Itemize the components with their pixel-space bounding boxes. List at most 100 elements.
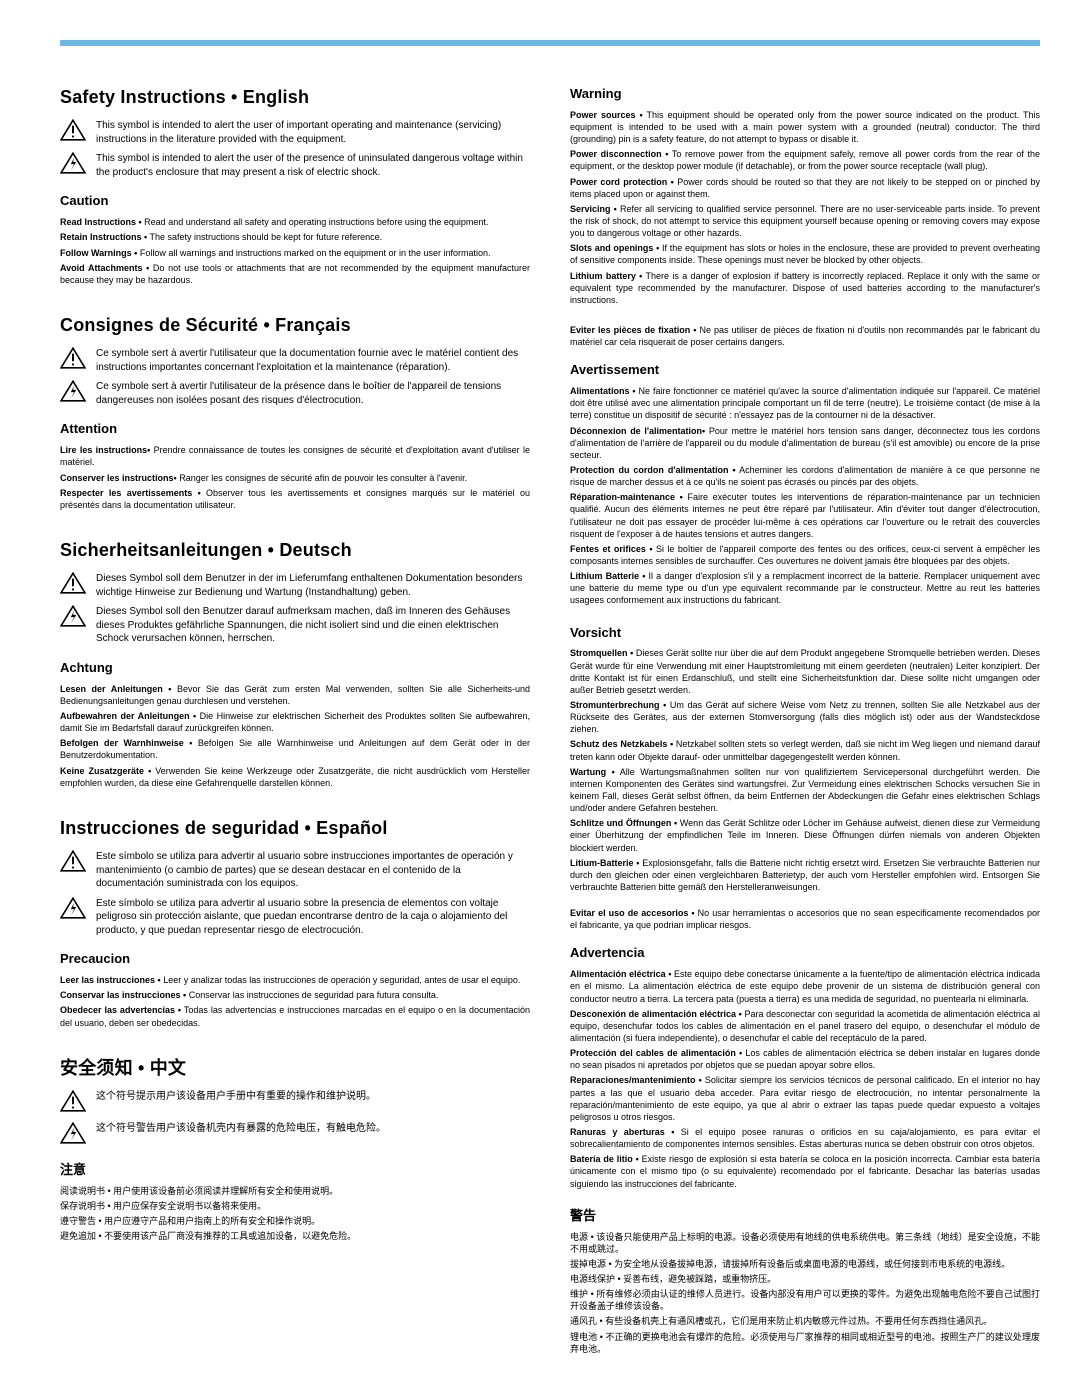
warning-item: Servicing • Refer all servicing to quali… <box>570 203 1040 239</box>
caution-item: 阅读说明书 • 用户使用该设备前必须阅读并理解所有安全和使用说明。 <box>60 1185 530 1197</box>
left-column: Safety Instructions • English This symbo… <box>60 86 530 1358</box>
caution-item: Avoid Attachments • Do not use tools or … <box>60 262 530 286</box>
warning-item: Desconexión de alimentación eléctrica • … <box>570 1008 1040 1044</box>
symbol-row-alert: This symbol is intended to alert the use… <box>60 119 530 146</box>
symbol-alert-text: Ce symbole sert à avertir l'utilisateur … <box>96 347 530 374</box>
warning-item: Wartung • Alle Wartungsmaßnahmen sollten… <box>570 766 1040 815</box>
caution-item: Lire les instructions• Prendre connaissa… <box>60 444 530 468</box>
warning-item: Fentes et orifices • Si le boîtier de l'… <box>570 543 1040 567</box>
warning-item: Litium-Batterie • Explosionsgefahr, fall… <box>570 857 1040 893</box>
symbol-alert-text: This symbol is intended to alert the use… <box>96 119 530 146</box>
heading-caution-zh: 注意 <box>60 1162 530 1179</box>
heading-vorsicht-de: Vorsicht <box>570 625 1040 642</box>
top-accent-bar <box>60 40 1040 46</box>
symbol-row-alert: Dieses Symbol soll dem Benutzer in der i… <box>60 572 530 599</box>
warning-item: Réparation-maintenance • Faire exécuter … <box>570 491 1040 540</box>
symbol-shock-text: 这个符号警告用户该设备机壳内有暴露的危险电压，有触电危险。 <box>96 1122 530 1136</box>
caution-item: Conserver les instructions• Ranger les c… <box>60 472 530 484</box>
symbol-shock-text: Este símbolo se utiliza para advertir al… <box>96 897 530 938</box>
caution-item: 遵守警告 • 用户应遵守产品和用户指南上的所有安全和操作说明。 <box>60 1215 530 1227</box>
heading-achtung-de: Achtung <box>60 660 530 677</box>
content-columns: Safety Instructions • English This symbo… <box>60 86 1040 1358</box>
warning-item: Slots and openings • If the equipment ha… <box>570 242 1040 266</box>
warning-item: Stromquellen • Dieses Gerät sollte nur ü… <box>570 647 1040 696</box>
warning-item: Protección del cables de alimentación • … <box>570 1047 1040 1071</box>
title-german: Sicherheitsanleitungen • Deutsch <box>60 539 530 562</box>
alert-triangle-icon <box>60 119 96 145</box>
shock-triangle-icon <box>60 605 96 631</box>
symbol-row-shock: Ce symbole sert à avertir l'utilisateur … <box>60 380 530 407</box>
symbol-row-shock: 这个符号警告用户该设备机壳内有暴露的危险电压，有触电危险。 <box>60 1122 530 1148</box>
heading-precaucion-es: Precaucion <box>60 951 530 968</box>
shock-triangle-icon <box>60 380 96 406</box>
symbol-shock-text: Ce symbole sert à avertir l'utilisateur … <box>96 380 530 407</box>
title-english: Safety Instructions • English <box>60 86 530 109</box>
heading-caution-en: Caution <box>60 193 530 210</box>
warning-item: Stromunterbrechung • Um das Gerät auf si… <box>570 699 1040 735</box>
alert-triangle-icon <box>60 572 96 598</box>
caution-item: Leer las instrucciones • Leer y analizar… <box>60 974 530 986</box>
warning-item: Eviter les pièces de fixation • Ne pas u… <box>570 324 1040 348</box>
section-spanish: Instrucciones de seguridad • Español Est… <box>60 817 530 1029</box>
shock-triangle-icon <box>60 152 96 178</box>
symbol-row-alert: 这个符号提示用户该设备用户手册中有重要的操作和维护说明。 <box>60 1090 530 1116</box>
caution-item: 保存说明书 • 用户应保存安全说明书以备将来使用。 <box>60 1200 530 1212</box>
warning-item: Reparaciones/mantenimiento • Solicitar s… <box>570 1074 1040 1123</box>
heading-warning-en: Warning <box>570 86 1040 103</box>
heading-advertencia-es: Advertencia <box>570 945 1040 962</box>
warning-item: Ranuras y aberturas • Si el equipo posee… <box>570 1126 1040 1150</box>
warning-item: Schlitze und Öffnungen • Wenn das Gerät … <box>570 817 1040 853</box>
caution-item: Conservar las instrucciones • Conservar … <box>60 989 530 1001</box>
shock-triangle-icon <box>60 1122 96 1148</box>
caution-item: Lesen der Anleitungen • Bevor Sie das Ge… <box>60 683 530 707</box>
title-spanish: Instrucciones de seguridad • Español <box>60 817 530 840</box>
caution-item: Aufbewahren der Anleitungen • Die Hinwei… <box>60 710 530 734</box>
warning-item: Batería de litio • Existe riesgo de expl… <box>570 1153 1040 1189</box>
heading-warning-zh: 警告 <box>570 1208 1040 1225</box>
warning-item: Power disconnection • To remove power fr… <box>570 148 1040 172</box>
symbol-alert-text: Este símbolo se utiliza para advertir al… <box>96 850 530 891</box>
symbol-alert-text: Dieses Symbol soll dem Benutzer in der i… <box>96 572 530 599</box>
section-english: Safety Instructions • English This symbo… <box>60 86 530 286</box>
warning-item: Power sources • This equipment should be… <box>570 109 1040 145</box>
heading-avertissement-fr: Avertissement <box>570 362 1040 379</box>
caution-item: Retain Instructions • The safety instruc… <box>60 231 530 243</box>
symbol-row-shock: Dieses Symbol soll den Benutzer darauf a… <box>60 605 530 646</box>
alert-triangle-icon <box>60 1090 96 1116</box>
symbol-row-alert: Ce symbole sert à avertir l'utilisateur … <box>60 347 530 374</box>
caution-item: Respecter les avertissements • Observer … <box>60 487 530 511</box>
section-german: Sicherheitsanleitungen • Deutsch Dieses … <box>60 539 530 789</box>
warning-item: Evitar el uso de accesorios • No usar he… <box>570 907 1040 931</box>
alert-triangle-icon <box>60 850 96 876</box>
warning-item: Lithium battery • There is a danger of e… <box>570 270 1040 306</box>
right-column: Warning Power sources • This equipment s… <box>570 86 1040 1358</box>
section-french: Consignes de Sécurité • Français Ce symb… <box>60 314 530 511</box>
warning-item: 维护 • 所有维修必须由认证的维修人员进行。设备内部没有用户可以更换的零件。为避… <box>570 1288 1040 1312</box>
warning-item: 拔掉电源 • 为安全地从设备拔掉电源，请拔掉所有设备后或桌面电源的电源线，或任何… <box>570 1258 1040 1270</box>
warning-item: Protection du cordon d'alimentation • Ac… <box>570 464 1040 488</box>
symbol-row-alert: Este símbolo se utiliza para advertir al… <box>60 850 530 891</box>
title-chinese: 安全须知 • 中文 <box>60 1057 530 1080</box>
warning-item: 电源线保护 • 妥善布线，避免被踩踏，或重物挤压。 <box>570 1273 1040 1285</box>
heading-attention-fr: Attention <box>60 421 530 438</box>
caution-item: Obedecer las advertencias • Todas las ad… <box>60 1004 530 1028</box>
warning-item: 通风孔 • 有些设备机壳上有通风槽或孔，它们是用来防止机内敏感元件过热。不要用任… <box>570 1315 1040 1327</box>
warning-item: 锂电池 • 不正确的更换电池会有爆炸的危险。必须使用与厂家推荐的相同或相近型号的… <box>570 1331 1040 1355</box>
symbol-alert-text: 这个符号提示用户该设备用户手册中有重要的操作和维护说明。 <box>96 1090 530 1104</box>
caution-item: Befolgen der Warnhinweise • Befolgen Sie… <box>60 737 530 761</box>
warning-item: Lithium Batterie • Il a danger d'explosi… <box>570 570 1040 606</box>
title-french: Consignes de Sécurité • Français <box>60 314 530 337</box>
warning-item: Alimentación eléctrica • Este equipo deb… <box>570 968 1040 1004</box>
caution-item: Read Instructions • Read and understand … <box>60 216 530 228</box>
warning-item: Déconnexion de l'alimentation• Pour mett… <box>570 425 1040 461</box>
caution-item: Follow Warnings • Follow all warnings an… <box>60 247 530 259</box>
caution-item: Keine Zusatzgeräte • Verwenden Sie keine… <box>60 765 530 789</box>
alert-triangle-icon <box>60 347 96 373</box>
warning-item: Alimentations • Ne faire fonctionner ce … <box>570 385 1040 421</box>
symbol-shock-text: This symbol is intended to alert the use… <box>96 152 530 179</box>
section-chinese: 安全须知 • 中文 这个符号提示用户该设备用户手册中有重要的操作和维护说明。 这… <box>60 1057 530 1243</box>
symbol-shock-text: Dieses Symbol soll den Benutzer darauf a… <box>96 605 530 646</box>
caution-item: 避免追加 • 不要使用该产品厂商没有推荐的工具或追加设备，以避免危险。 <box>60 1230 530 1242</box>
shock-triangle-icon <box>60 897 96 923</box>
warning-item: Power cord protection • Power cords shou… <box>570 176 1040 200</box>
